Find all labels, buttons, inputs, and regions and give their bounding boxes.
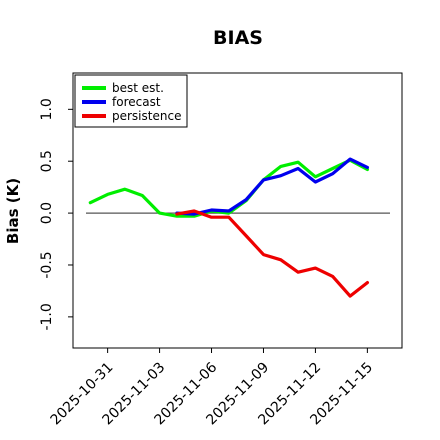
series-line-persistence	[175, 209, 369, 298]
legend-label: persistence	[112, 109, 181, 123]
y-tick-label: 0.0	[39, 202, 55, 224]
plot-area: -1.0-0.50.00.51.02025-10-312025-11-03202…	[39, 72, 403, 428]
series-line-best-est	[88, 158, 369, 218]
series-line-forecast	[175, 157, 369, 216]
y-tick-label: 0.5	[39, 150, 55, 172]
y-tick-label: 1.0	[39, 98, 55, 120]
legend-label: forecast	[112, 95, 161, 109]
y-tick-label: -0.5	[39, 251, 55, 278]
chart-title: BIAS	[213, 27, 263, 49]
y-axis-label: Bias (K)	[4, 178, 22, 244]
y-tick-label: -1.0	[39, 303, 55, 330]
legend-label: best est.	[112, 81, 164, 95]
plot-frame	[72, 72, 403, 349]
